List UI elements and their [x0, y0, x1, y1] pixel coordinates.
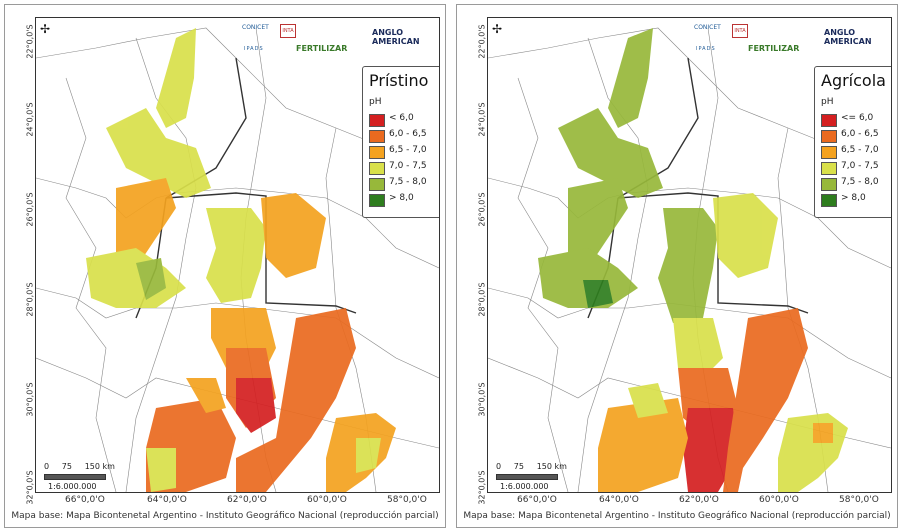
legend-swatch [821, 194, 837, 207]
legend-swatch [821, 146, 837, 159]
legend-label: 6,5 - 7,0 [841, 145, 879, 155]
scale-ticks: 0 75 150 km [496, 462, 567, 471]
map-frame: ✢ CONICET IPADS INTA FERTILIZAR ANGLO AM… [35, 17, 440, 493]
scale-ratio: 1:6.000.000 [500, 482, 549, 491]
map-canvas [36, 27, 439, 492]
scale-ratio: 1:6.000.000 [48, 482, 97, 491]
legend-label: > 8,0 [841, 193, 866, 203]
legend-label: 6,0 - 6,5 [841, 129, 879, 139]
legend-swatch [821, 162, 837, 175]
legend-row: 7,0 - 7,5 [821, 161, 891, 175]
north-arrow-icon: ✢ [40, 22, 51, 36]
map-canvas [488, 27, 891, 492]
legend-label: <= 6,0 [841, 113, 874, 123]
legend-swatch [369, 130, 385, 143]
legend-row: 7,5 - 8,0 [369, 177, 439, 191]
logos: CONICET IPADS INTA FERTILIZAR ANGLO AMER… [694, 22, 890, 56]
legend: Prístino pH < 6,0 6,0 - 6,5 6,5 - 7,0 7,… [362, 66, 439, 218]
lon-label: 60°0,0'O [759, 495, 799, 505]
lat-label: 24°0,0'S [25, 102, 35, 137]
lon-label: 60°0,0'O [307, 495, 347, 505]
legend-row: 6,5 - 7,0 [369, 145, 439, 159]
lat-label: 22°0,0'S [25, 24, 35, 59]
legend-row: 7,0 - 7,5 [369, 161, 439, 175]
lon-label: 58°0,0'O [839, 495, 879, 505]
lat-label: 30°0,0'S [25, 382, 35, 417]
map-caption: Mapa base: Mapa Bicontenetal Argentino -… [463, 511, 891, 521]
fertilizar-logo: FERTILIZAR [748, 44, 800, 53]
inta-logo: INTA [732, 24, 748, 38]
legend-swatch [821, 114, 837, 127]
legend-row: 6,0 - 6,5 [821, 129, 891, 143]
lat-label: 30°0,0'S [477, 382, 487, 417]
scale-bar: 0 75 150 km 1:6.000.000 [44, 462, 154, 492]
lon-label: 66°0,0'O [517, 495, 557, 505]
legend-label: 6,0 - 6,5 [389, 129, 427, 139]
map-caption: Mapa base: Mapa Bicontenetal Argentino -… [11, 511, 439, 521]
legend-row: < 6,0 [369, 113, 439, 127]
scale-bar: 0 75 150 km 1:6.000.000 [496, 462, 606, 492]
lon-label: 62°0,0'O [227, 495, 267, 505]
legend-row: 6,0 - 6,5 [369, 129, 439, 143]
legend-swatch [369, 162, 385, 175]
legend-label: 7,0 - 7,5 [389, 161, 427, 171]
scale-bar-line [44, 474, 106, 480]
legend-label: 6,5 - 7,0 [389, 145, 427, 155]
legend-swatch [369, 194, 385, 207]
map-panel-agricola: 22°0,0'S 24°0,0'S 26°0,0'S 28°0,0'S 30°0… [456, 4, 898, 528]
lon-label: 64°0,0'O [599, 495, 639, 505]
lat-label: 32°0,0'S [25, 470, 35, 505]
ipads-logo: IPADS [696, 46, 716, 52]
legend-label: 7,5 - 8,0 [389, 177, 427, 187]
legend-label: 7,0 - 7,5 [841, 161, 879, 171]
legend-swatch [369, 114, 385, 127]
legend-label: 7,5 - 8,0 [841, 177, 879, 187]
legend-swatch [369, 178, 385, 191]
legend-row: 6,5 - 7,0 [821, 145, 891, 159]
lat-label: 26°0,0'S [477, 192, 487, 227]
map-panel-pristino: 22°0,0'S 24°0,0'S 26°0,0'S 28°0,0'S 30°0… [4, 4, 446, 528]
scale-ticks: 0 75 150 km [44, 462, 115, 471]
legend-unit: pH [821, 97, 834, 107]
lat-label: 22°0,0'S [477, 24, 487, 59]
ipads-logo: IPADS [244, 46, 264, 52]
legend-row: 7,5 - 8,0 [821, 177, 891, 191]
legend-row: > 8,0 [369, 193, 439, 207]
conicet-logo: CONICET [694, 24, 721, 31]
lat-label: 28°0,0'S [25, 282, 35, 317]
conicet-logo: CONICET [242, 24, 269, 31]
legend-title: Agrícola [821, 71, 886, 90]
lat-label: 32°0,0'S [477, 470, 487, 505]
scale-bar-line [496, 474, 558, 480]
logos: CONICET IPADS INTA FERTILIZAR ANGLO AMER… [242, 22, 438, 56]
lon-label: 58°0,0'O [387, 495, 427, 505]
legend-row: <= 6,0 [821, 113, 891, 127]
lon-label: 62°0,0'O [679, 495, 719, 505]
inta-logo: INTA [280, 24, 296, 38]
lat-label: 28°0,0'S [477, 282, 487, 317]
lon-label: 66°0,0'O [65, 495, 105, 505]
north-arrow-icon: ✢ [492, 22, 503, 36]
anglo-american-logo: ANGLO AMERICAN [824, 28, 872, 46]
legend: Agrícola pH <= 6,0 6,0 - 6,5 6,5 - 7,0 7… [814, 66, 891, 218]
legend-unit: pH [369, 97, 382, 107]
lat-label: 26°0,0'S [25, 192, 35, 227]
lon-label: 64°0,0'O [147, 495, 187, 505]
legend-label: > 8,0 [389, 193, 414, 203]
lat-label: 24°0,0'S [477, 102, 487, 137]
legend-swatch [369, 146, 385, 159]
legend-label: < 6,0 [389, 113, 414, 123]
legend-row: > 8,0 [821, 193, 891, 207]
anglo-american-logo: ANGLO AMERICAN [372, 28, 420, 46]
map-frame: ✢ CONICET IPADS INTA FERTILIZAR ANGLO AM… [487, 17, 892, 493]
fertilizar-logo: FERTILIZAR [296, 44, 348, 53]
legend-swatch [821, 178, 837, 191]
legend-title: Prístino [369, 71, 429, 90]
legend-swatch [821, 130, 837, 143]
